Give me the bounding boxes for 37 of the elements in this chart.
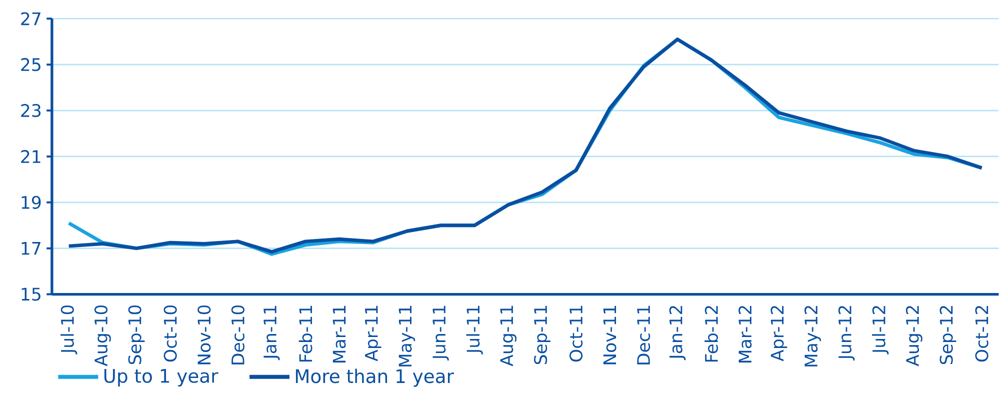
x-tick-label: Jan-12 <box>669 306 686 360</box>
x-tick-label: Dec-10 <box>231 305 244 364</box>
x-tick-label: May-12 <box>804 306 821 366</box>
x-tick-label: Jun-11 <box>432 306 449 360</box>
x-tick-label: Aug-10 <box>94 305 111 366</box>
y-tick-label: 23 <box>21 104 41 117</box>
y-tick-label: 25 <box>21 58 40 71</box>
x-tick-label: Apr-12 <box>770 306 788 362</box>
x-tick-label: Aug-11 <box>500 306 517 366</box>
x-tick-label: Nov-10 <box>198 305 211 364</box>
x-tick-label: Dec-11 <box>637 306 650 364</box>
x-tick-label: Sep-11 <box>534 306 550 364</box>
x-tick-label: Nov-11 <box>603 306 616 364</box>
y-tick-label: 19 <box>22 196 41 209</box>
x-tick-label: Jul-12 <box>872 306 889 354</box>
x-tick-label: Sep-10 <box>128 305 145 364</box>
y-tick-label: 17 <box>22 242 40 254</box>
x-tick-label: Mar-11 <box>332 306 346 362</box>
x-tick-label: Oct-10 <box>164 305 177 362</box>
x-tick-label: Oct-11 <box>569 306 583 362</box>
x-tick-label: Feb-11 <box>298 306 312 362</box>
x-tick-label: Jul-11 <box>466 306 483 354</box>
x-tick-label: Aug-12 <box>906 306 922 366</box>
y-tick-label: 21 <box>21 150 40 163</box>
y-tick-label: 27 <box>21 12 40 25</box>
x-tick-label: Oct-12 <box>975 306 988 362</box>
x-tick-label: Jun-12 <box>838 306 855 360</box>
legend-label: Up to 1 year <box>104 368 218 386</box>
x-tick-label: Sep-12 <box>940 306 956 364</box>
x-tick-label: Mar-12 <box>738 306 752 362</box>
x-tick-label: Apr-11 <box>365 306 382 362</box>
x-tick-label: May-11 <box>398 306 416 366</box>
x-tick-label: Jul-10 <box>60 305 78 354</box>
x-tick-label: Feb-12 <box>704 306 718 362</box>
x-tick-label: Jan-11 <box>264 306 280 360</box>
y-tick-label: 15 <box>22 288 40 300</box>
legend-label: More than 1 year <box>296 368 454 387</box>
